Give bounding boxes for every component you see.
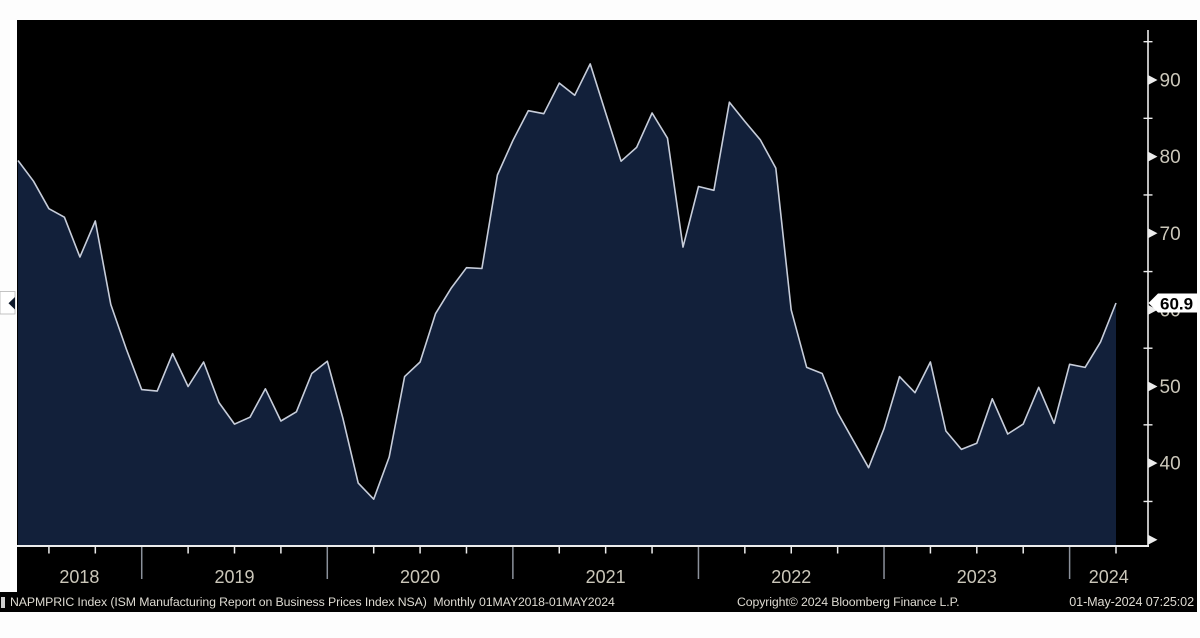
x-tick-label-year: 2023 (957, 567, 997, 587)
y-major-tick-arrow (1148, 151, 1158, 162)
footer-clipped-character (1, 597, 5, 608)
footer-copyright: Copyright© 2024 Bloomberg Finance L.P. (737, 595, 960, 609)
footer-timestamp: 01-May-2024 07:25:02 (1069, 595, 1194, 609)
y-tick-label: 90 (1160, 71, 1181, 92)
chart-plot-area[interactable] (17, 20, 1148, 546)
area-series (17, 63, 1117, 547)
x-tick-label-year: 2020 (400, 567, 440, 587)
x-tick-label-year: 2018 (59, 567, 99, 587)
x-axis: 2018 2019 2020 2021 2022 2023 2024 (17, 545, 1149, 587)
area-fill (18, 63, 1116, 547)
x-tick-label-year: 2019 (214, 567, 254, 587)
y-major-tick-arrow (1148, 75, 1158, 85)
y-tick-label: 70 (1160, 224, 1181, 245)
x-tick-label-year: 2024 (1089, 567, 1129, 587)
left-edge-label-fragment (0, 291, 16, 315)
y-tick-label: 80 (1160, 147, 1181, 168)
y-major-tick-arrow (1148, 381, 1158, 392)
y-major-tick-arrow (1148, 228, 1158, 239)
y-major-tick-arrow (1148, 304, 1158, 315)
x-tick-label-year: 2022 (771, 567, 811, 587)
last-price-tag: 60.9 (1148, 293, 1197, 314)
y-tick-label: 50 (1160, 377, 1181, 398)
last-price-tag-box (1148, 293, 1197, 313)
y-tick-label: 40 (1160, 454, 1181, 475)
y-major-tick-arrow (1148, 458, 1158, 469)
last-price-tag-value: 60.9 (1160, 295, 1193, 314)
price-line (17, 63, 1117, 501)
x-tick-label-year: 2021 (586, 567, 626, 587)
footer-security-description: NAPMPRIC Index (ISM Manufacturing Report… (10, 595, 615, 609)
y-major-tick-arrow (1148, 534, 1158, 545)
chart-footer: NAPMPRIC Index (ISM Manufacturing Report… (0, 592, 1197, 612)
